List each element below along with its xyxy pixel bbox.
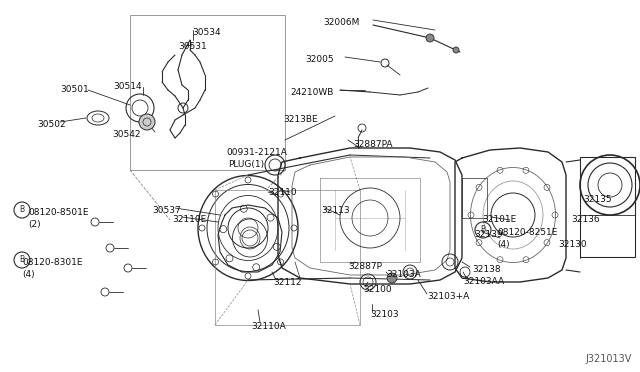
Bar <box>462 178 487 218</box>
Text: 32887P: 32887P <box>348 262 382 271</box>
Text: 00931-2121A: 00931-2121A <box>226 148 287 157</box>
Circle shape <box>139 114 155 130</box>
Text: 32006M: 32006M <box>323 18 360 27</box>
Text: J321013V: J321013V <box>586 354 632 364</box>
Text: 32103: 32103 <box>370 310 399 319</box>
Text: 24210WB: 24210WB <box>290 88 333 97</box>
Text: 08120-8251E: 08120-8251E <box>497 228 557 237</box>
Text: 32110: 32110 <box>268 188 296 197</box>
Text: 30542: 30542 <box>112 130 141 139</box>
Text: 32130: 32130 <box>558 240 587 249</box>
Text: 30501: 30501 <box>60 85 89 94</box>
Text: 32139: 32139 <box>474 230 502 239</box>
Text: (2): (2) <box>28 220 40 229</box>
Text: 32113: 32113 <box>321 206 349 215</box>
Text: 32100: 32100 <box>363 285 392 294</box>
Bar <box>215 190 360 325</box>
Text: 30534: 30534 <box>192 28 221 37</box>
Text: B: B <box>19 205 24 215</box>
Text: 3213BE: 3213BE <box>283 115 317 124</box>
Text: 30537: 30537 <box>152 206 180 215</box>
Text: 32112: 32112 <box>273 278 301 287</box>
Text: 32101E: 32101E <box>482 215 516 224</box>
Text: 30531: 30531 <box>178 42 207 51</box>
Text: 32005: 32005 <box>305 55 333 64</box>
Circle shape <box>453 47 459 53</box>
Text: 32887PA: 32887PA <box>353 140 392 149</box>
Text: 30514: 30514 <box>113 82 141 91</box>
Text: B: B <box>19 256 24 264</box>
Text: 32103AA: 32103AA <box>463 277 504 286</box>
Bar <box>130 15 285 170</box>
Text: (4): (4) <box>22 270 35 279</box>
Text: 32103A: 32103A <box>386 270 420 279</box>
Text: 32103+A: 32103+A <box>427 292 469 301</box>
Text: (4): (4) <box>497 240 509 249</box>
Text: 32110A: 32110A <box>251 322 285 331</box>
Text: B: B <box>481 225 486 234</box>
Text: 32135: 32135 <box>583 195 612 204</box>
Circle shape <box>387 273 397 283</box>
Text: 32110E: 32110E <box>172 215 206 224</box>
Circle shape <box>426 34 434 42</box>
Text: 32138: 32138 <box>472 265 500 274</box>
Bar <box>580 157 635 257</box>
Text: 08120-8301E: 08120-8301E <box>22 258 83 267</box>
Text: PLUG(1): PLUG(1) <box>228 160 264 169</box>
Text: 32136: 32136 <box>571 215 600 224</box>
Text: 30502: 30502 <box>37 120 66 129</box>
Text: 08120-8501E: 08120-8501E <box>28 208 88 217</box>
